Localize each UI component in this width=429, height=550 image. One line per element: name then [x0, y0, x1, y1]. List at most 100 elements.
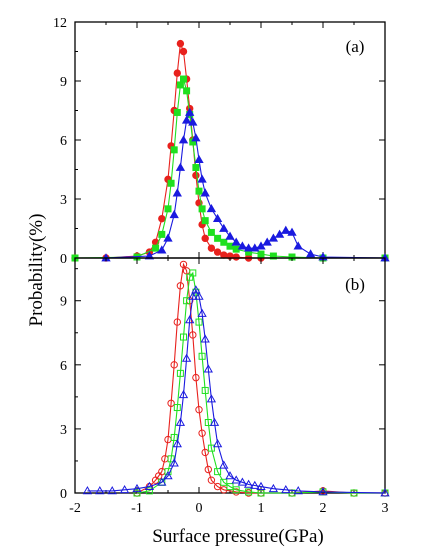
data-point: [158, 214, 166, 223]
data-point: [164, 205, 172, 213]
data-point: [219, 460, 229, 469]
data-point: [204, 419, 212, 426]
data-point: [119, 484, 130, 494]
series-line: [136, 262, 385, 494]
data-point: [287, 227, 297, 236]
data-point: [226, 242, 234, 250]
data-point: [176, 369, 184, 377]
data-point: [214, 234, 222, 242]
data-point: [176, 39, 185, 48]
data-point: [189, 269, 197, 277]
data-point: [192, 373, 200, 382]
y-tick-label: 12: [53, 16, 67, 31]
data-point: [206, 204, 217, 213]
data-point: [256, 241, 266, 250]
data-point: [243, 479, 254, 488]
data-point: [183, 297, 191, 305]
data-point: [200, 188, 210, 197]
data-point: [173, 404, 181, 412]
y-tick-label: 9: [60, 295, 67, 310]
data-point: [220, 251, 228, 259]
data-point: [167, 399, 175, 407]
data-point: [257, 250, 265, 258]
data-point: [269, 252, 277, 260]
series-line: [74, 77, 385, 259]
data-point: [194, 154, 204, 164]
data-point: [268, 483, 279, 493]
data-point: [189, 331, 197, 339]
panel-label: (a): [346, 37, 365, 56]
data-point: [231, 237, 241, 246]
data-point: [178, 389, 189, 399]
plot-frame: [74, 257, 386, 494]
series-line: [75, 43, 385, 259]
series-line: [105, 110, 386, 259]
series-circle: [133, 260, 389, 497]
data-point: [274, 229, 285, 238]
x-tick-label: 2: [320, 501, 327, 516]
data-point: [175, 417, 186, 426]
series-triangle: [101, 107, 390, 262]
data-point: [181, 115, 192, 124]
data-point: [225, 231, 235, 240]
data-point: [250, 480, 260, 489]
data-point: [198, 429, 206, 437]
data-point: [243, 243, 254, 252]
data-point: [214, 468, 222, 476]
data-point: [195, 187, 203, 195]
data-point: [201, 234, 209, 243]
y-tick-label: 9: [60, 75, 67, 90]
data-point: [207, 244, 216, 252]
y-tick-label: 6: [60, 134, 67, 149]
data-point: [232, 486, 240, 494]
data-point: [293, 241, 303, 250]
data-point: [245, 488, 253, 496]
series-square: [133, 269, 389, 497]
data-point: [192, 171, 200, 180]
data-point: [194, 291, 204, 300]
data-point: [201, 217, 209, 225]
data-point: [281, 484, 291, 494]
data-point: [188, 291, 198, 300]
data-point: [132, 483, 142, 493]
data-point: [163, 471, 173, 480]
data-point: [169, 458, 179, 467]
x-tick-label: 1: [258, 501, 265, 516]
data-point: [201, 386, 209, 394]
data-point: [173, 108, 181, 116]
data-point: [167, 179, 175, 187]
data-point: [201, 448, 209, 457]
data-point: [231, 475, 241, 484]
data-point: [133, 489, 141, 497]
data-point: [181, 353, 192, 362]
x-tick-label: 0: [196, 501, 203, 516]
data-point: [232, 253, 240, 261]
series-line: [87, 288, 386, 494]
data-point: [200, 334, 210, 343]
data-point: [305, 249, 316, 258]
data-point: [256, 481, 266, 490]
panel-a: 0 3 6 9 12 (a): [53, 16, 390, 267]
data-point: [192, 164, 200, 172]
series-line: [136, 271, 385, 494]
data-point: [207, 444, 215, 452]
x-axis-title: Surface pressure(GPa): [152, 526, 323, 547]
data-point: [164, 468, 172, 476]
data-point: [318, 487, 328, 496]
data-point: [212, 213, 223, 223]
series-circle: [71, 39, 389, 262]
y-tick-label: 0: [60, 487, 67, 502]
data-point: [169, 209, 179, 219]
data-point: [95, 486, 105, 495]
data-point: [225, 471, 235, 480]
data-point: [191, 133, 201, 142]
data-point: [172, 188, 182, 197]
data-point: [170, 361, 178, 369]
data-point: [206, 394, 217, 403]
data-point: [257, 489, 265, 497]
series-triangle: [82, 285, 390, 497]
x-tick-label: -1: [131, 501, 143, 516]
data-point: [170, 146, 178, 154]
data-point: [179, 47, 188, 56]
